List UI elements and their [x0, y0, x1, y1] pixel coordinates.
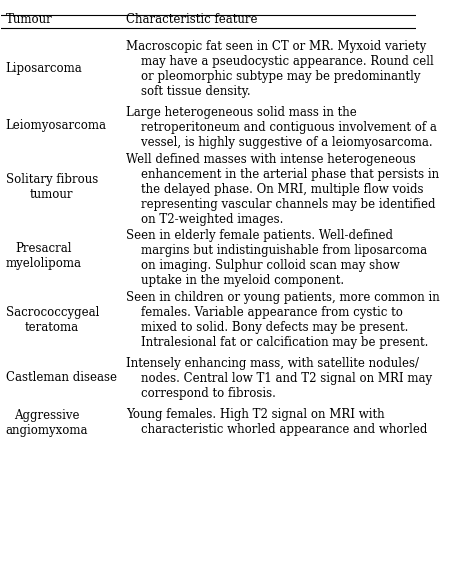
Text: Well defined masses with intense heterogeneous
    enhancement in the arterial p: Well defined masses with intense heterog… — [126, 153, 439, 227]
Text: Presacral
myelolipoma: Presacral myelolipoma — [6, 241, 82, 270]
Text: Intensely enhancing mass, with satellite nodules/
    nodes. Central low T1 and : Intensely enhancing mass, with satellite… — [126, 357, 432, 400]
Text: Solitary fibrous
tumour: Solitary fibrous tumour — [6, 173, 98, 201]
Text: Large heterogeneous solid mass in the
    retroperitoneum and contiguous involve: Large heterogeneous solid mass in the re… — [126, 106, 437, 149]
Text: Seen in children or young patients, more common in
    females. Variable appeara: Seen in children or young patients, more… — [126, 291, 439, 349]
Text: Seen in elderly female patients. Well-defined
    margins but indistinguishable : Seen in elderly female patients. Well-de… — [126, 229, 427, 287]
Text: Macroscopic fat seen in CT or MR. Myxoid variety
    may have a pseudocystic app: Macroscopic fat seen in CT or MR. Myxoid… — [126, 39, 434, 98]
Text: Liposarcoma: Liposarcoma — [6, 61, 82, 74]
Text: Characteristic feature: Characteristic feature — [126, 14, 257, 27]
Text: Aggressive
angiomyxoma: Aggressive angiomyxoma — [6, 409, 88, 438]
Text: Sacrococcygeal
teratoma: Sacrococcygeal teratoma — [6, 306, 99, 333]
Text: Tumour: Tumour — [6, 14, 52, 27]
Text: Young females. High T2 signal on MRI with
    characteristic whorled appearance : Young females. High T2 signal on MRI wit… — [126, 408, 427, 436]
Text: Leiomyosarcoma: Leiomyosarcoma — [6, 118, 107, 131]
Text: Castleman disease: Castleman disease — [6, 372, 117, 385]
